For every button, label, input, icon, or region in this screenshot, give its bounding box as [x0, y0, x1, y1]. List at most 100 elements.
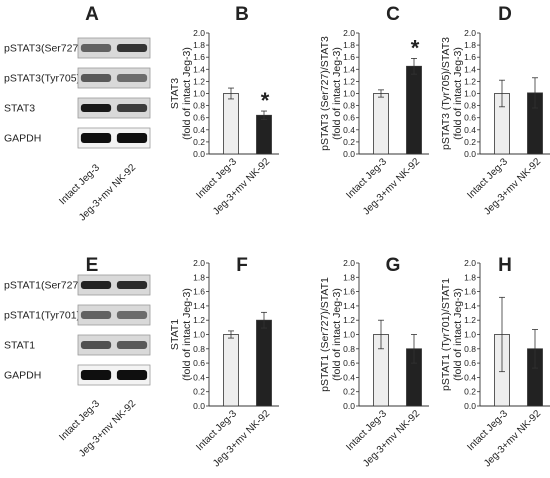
y-tick-label: 0.0	[193, 149, 205, 159]
blot-band	[80, 74, 112, 82]
y-tick-label: 0.2	[193, 137, 205, 147]
bar-chart-c: C 0.0 0.2 0.4 0.6 0.8 1.0 1.2 1.4 1.6 1.8 2.0 pSTAT3…	[319, 4, 429, 217]
blot-row: pSTAT1(Ser727)	[4, 274, 151, 296]
bar	[373, 93, 389, 155]
blot-row: STAT1	[4, 334, 151, 356]
panel-letter-a: A	[85, 4, 99, 25]
y-tick-label: 0.2	[464, 137, 476, 147]
y-axis-label: (fold of intact Jeg-3)	[181, 288, 193, 381]
y-tick-label: 1.4	[464, 64, 476, 74]
y-axis-label: pSTAT1 (Ser727)/STAT1	[319, 277, 331, 392]
y-tick-label: 1.6	[343, 287, 355, 297]
y-tick-label: 0.8	[343, 344, 355, 354]
y-tick-label: 1.4	[193, 301, 205, 311]
y-tick-label: 0.0	[343, 401, 355, 411]
significance-marker: *	[411, 35, 420, 60]
panel-letter-e: E	[86, 255, 99, 276]
blot-band	[116, 44, 148, 52]
y-tick-label: 0.8	[464, 344, 476, 354]
blot-strip	[77, 97, 151, 119]
y-tick-label: 0.2	[343, 387, 355, 397]
y-tick-label: 0.8	[343, 101, 355, 111]
y-tick-label: 1.0	[343, 330, 355, 340]
y-tick-label: 1.2	[193, 76, 205, 86]
x-category-label: Jeg-3+mv NK-92	[211, 156, 272, 217]
y-tick-label: 1.8	[343, 40, 355, 50]
y-tick-label: 0.4	[343, 125, 355, 135]
y-tick-label: 0.4	[343, 372, 355, 382]
blot-row: pSTAT3(Tyr705)	[4, 67, 151, 89]
y-tick-label: 0.4	[464, 125, 476, 135]
blot-strip	[77, 304, 151, 326]
blot-band	[80, 311, 112, 319]
bar-chart-d: D 0.0 0.2 0.4 0.6 0.8 1.0 1.2 1.4 1.6 1.8 2.0 pSTAT3…	[440, 4, 550, 217]
bar-chart-h: H 0.0 0.2 0.4 0.6 0.8 1.0 1.2 1.4 1.6 1.8 2.0 pSTAT1…	[440, 255, 550, 469]
panel-letter-g: G	[386, 255, 401, 276]
blot-band	[80, 104, 112, 112]
y-tick-label: 0.6	[464, 358, 476, 368]
blot-band	[116, 281, 148, 289]
blot-row-label: STAT1	[4, 340, 35, 352]
y-tick-label: 1.2	[464, 76, 476, 86]
y-tick-label: 1.4	[343, 301, 355, 311]
blot-row: STAT3	[4, 97, 151, 119]
y-tick-label: 1.0	[193, 330, 205, 340]
bar-chart-g: G 0.0 0.2 0.4 0.6 0.8 1.0 1.2 1.4 1.6 1.8 2.0 pSTAT1…	[319, 255, 429, 469]
bar	[223, 93, 239, 155]
blot-band	[116, 104, 148, 112]
blot-row: pSTAT1(Tyr701)	[4, 304, 151, 326]
y-tick-label: 1.4	[193, 64, 205, 74]
blot-band	[116, 370, 148, 380]
blot-row-label: STAT3	[4, 103, 35, 115]
y-tick-label: 0.2	[343, 137, 355, 147]
blot-band	[116, 133, 148, 143]
x-category-label: Jeg-3+mv NK-92	[211, 408, 272, 469]
y-tick-label: 1.8	[193, 40, 205, 50]
blot-band	[80, 44, 112, 52]
y-tick-label: 2.0	[464, 258, 476, 268]
y-tick-label: 1.2	[343, 76, 355, 86]
y-tick-label: 0.6	[464, 113, 476, 123]
blot-row: pSTAT3(Ser727)	[4, 37, 151, 59]
x-category-label: Jeg-3+mv NK-92	[361, 156, 422, 217]
x-category-label: Jeg-3+mv NK-92	[482, 156, 543, 217]
bar	[223, 334, 239, 407]
y-tick-label: 0.0	[193, 401, 205, 411]
blot-band	[80, 281, 112, 289]
panel-letter-c: C	[386, 4, 400, 25]
y-tick-label: 1.8	[193, 272, 205, 282]
y-tick-label: 2.0	[193, 258, 205, 268]
blot-band	[80, 133, 112, 143]
y-axis-label: STAT3	[169, 78, 181, 109]
blot-strip	[77, 37, 151, 59]
y-tick-label: 1.0	[193, 89, 205, 99]
y-axis-label: (fold of intact Jeg-3)	[331, 288, 343, 381]
y-tick-label: 2.0	[343, 258, 355, 268]
y-tick-label: 1.6	[464, 287, 476, 297]
blot-row: GAPDH	[4, 364, 151, 386]
y-tick-label: 1.0	[464, 330, 476, 340]
x-category-label: Jeg-3+mv NK-92	[482, 408, 543, 469]
x-category-label: Jeg-3+mv NK-92	[361, 408, 422, 469]
y-tick-label: 1.8	[464, 40, 476, 50]
blot-row-label: pSTAT3(Tyr705)	[4, 73, 80, 85]
y-axis-label: (fold of intact Jeg-3)	[181, 47, 193, 140]
blot-band	[80, 341, 112, 349]
y-tick-label: 1.4	[464, 301, 476, 311]
panel-letter-d: D	[498, 4, 512, 25]
y-axis-label: pSTAT3 (Ser727)/STAT3	[319, 36, 331, 151]
significance-marker: *	[261, 88, 270, 113]
y-axis-label: pSTAT3 (Tyr705)/STAT3	[440, 37, 452, 150]
y-tick-label: 0.8	[464, 101, 476, 111]
y-tick-label: 1.6	[193, 52, 205, 62]
y-tick-label: 1.2	[464, 315, 476, 325]
blot-row-label: pSTAT1(Ser727)	[4, 280, 82, 292]
y-tick-label: 1.6	[193, 287, 205, 297]
y-tick-label: 0.6	[343, 358, 355, 368]
y-tick-label: 0.0	[464, 149, 476, 159]
y-tick-label: 0.6	[193, 113, 205, 123]
blot-row-label: pSTAT1(Tyr701)	[4, 310, 80, 322]
